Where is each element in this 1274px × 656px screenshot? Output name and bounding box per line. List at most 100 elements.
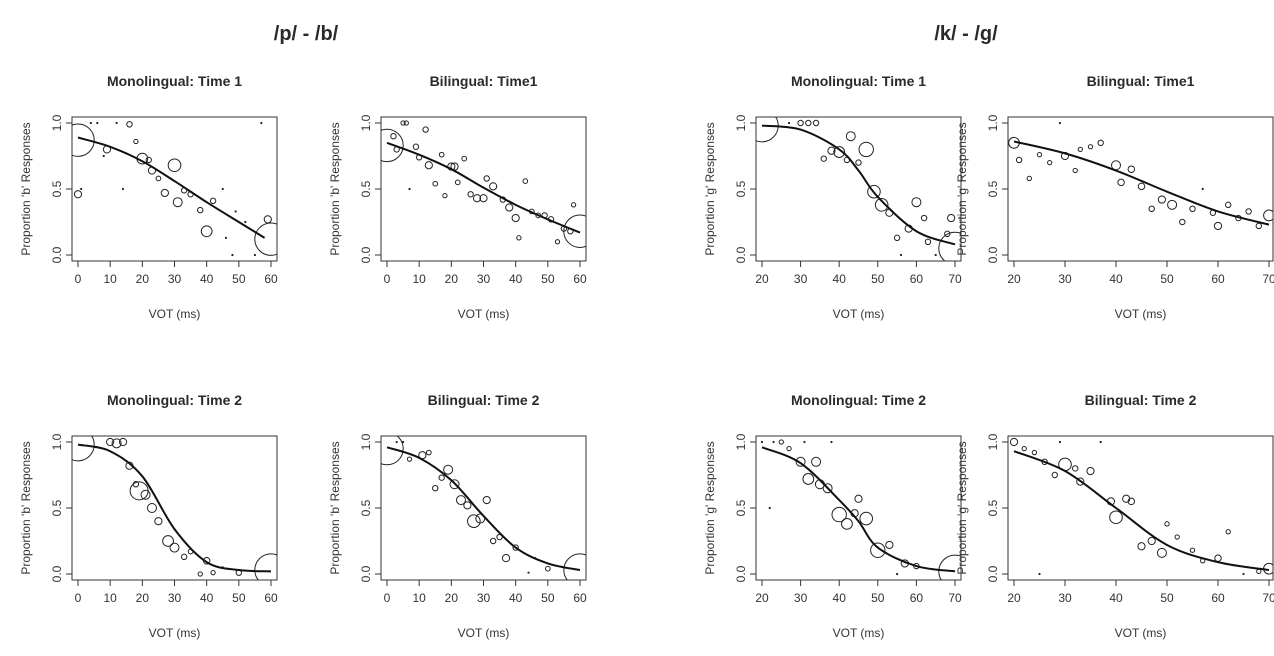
panel-title: Monolingual: Time 2 [107,392,242,408]
data-point [1263,209,1273,222]
x-tick-label: 50 [232,591,246,605]
data-point [1072,167,1078,174]
plot-frame [380,435,587,581]
data-point [154,517,163,526]
y-tick-label: 0.5 [986,499,1000,516]
y-tick-label: 1.0 [734,114,748,131]
data-point [1087,144,1094,150]
data-point [102,154,105,158]
data-point [544,565,551,572]
data-point [197,571,203,577]
data-point [381,128,404,163]
data-point [381,436,404,466]
x-tick-label: 30 [168,591,182,605]
data-point [483,175,490,182]
data-point [221,187,224,191]
data-point [570,202,577,208]
panel-title: Bilingual: Time1 [1087,73,1195,89]
scatter-panel: Bilingual: Time1 20 30 40 50 60 70 0.0 0.5 1.0 VOT… [955,73,1274,321]
scatter-panel: Monolingual: Time 1 20 30 40 50 60 70 0.0 0.5 1.0… [703,73,962,321]
data-point [412,143,420,150]
x-tick-label: 20 [136,272,150,286]
y-axis-label: Proportion 'b' Responses [328,441,342,574]
data-point [424,161,433,170]
y-tick-label: 0.5 [734,180,748,197]
y-tick-label: 0.0 [359,565,373,582]
data-point [449,479,460,490]
data-point [911,197,922,208]
data-point [146,503,157,513]
data-point [479,194,488,203]
data-point [73,190,83,199]
data-point [1201,187,1204,191]
data-point [896,572,899,576]
data-point [224,236,228,239]
data-point [797,119,804,127]
data-point [803,440,806,444]
data-point [778,439,784,445]
fit-curve [77,136,266,239]
data-point [1038,572,1041,576]
data-point [1189,547,1196,553]
points-layer [760,439,961,580]
data-point [1127,497,1136,506]
x-tick-label: 60 [910,272,924,286]
plot-frame [755,116,962,262]
data-point [885,540,894,550]
group-title-kg: /k/ - /g/ [934,23,998,45]
y-axis-label: Proportion 'g' Responses [955,441,969,574]
data-point [1245,208,1252,215]
data-point [438,151,445,158]
x-tick-label: 40 [509,272,523,286]
y-axis-label: Proportion 'g' Responses [955,122,969,255]
x-tick-label: 0 [384,591,391,605]
data-point [118,437,128,447]
data-point [827,146,836,155]
y-tick-label: 1.0 [986,433,1000,450]
x-tick-label: 30 [794,272,808,286]
data-point [496,533,503,541]
x-tick-label: 40 [200,591,214,605]
data-point [787,121,791,125]
data-point [115,121,118,125]
data-point [169,542,180,553]
data-point [133,138,139,145]
data-point [501,554,511,563]
points-layer [381,120,586,248]
data-point [1009,437,1019,447]
data-point [96,121,99,125]
x-tick-label: 30 [477,591,491,605]
y-tick-label: 0.0 [986,565,1000,582]
data-point [830,440,833,444]
data-point [443,464,454,475]
data-point [403,120,409,126]
data-point [820,155,827,162]
data-point [554,239,561,245]
data-point [1031,449,1038,456]
data-point [482,495,491,505]
y-tick-label: 0.5 [986,180,1000,197]
data-point [140,489,151,500]
data-point [180,553,188,561]
data-point [406,456,413,462]
data-point [126,121,133,128]
data-point [422,126,429,133]
data-point [1164,521,1170,527]
y-tick-label: 0.0 [986,246,1000,263]
data-point [80,187,83,191]
data-point [563,553,586,580]
data-point [395,440,398,444]
data-point [1147,536,1156,546]
x-axis-label: VOT (ms) [833,626,885,640]
x-tick-label: 40 [833,272,847,286]
data-point [209,197,217,205]
data-point [1225,529,1231,535]
data-point [234,210,237,213]
x-tick-label: 50 [541,272,555,286]
group-title-pb: /p/ - /b/ [274,23,339,45]
x-tick-label: 70 [948,272,962,286]
x-tick-label: 20 [1007,272,1021,286]
x-tick-label: 20 [1007,591,1021,605]
data-point [1076,477,1085,486]
scatter-panel: Monolingual: Time 1 0 10 20 30 40 50 60 0.0 0.5 1.… [19,73,278,321]
